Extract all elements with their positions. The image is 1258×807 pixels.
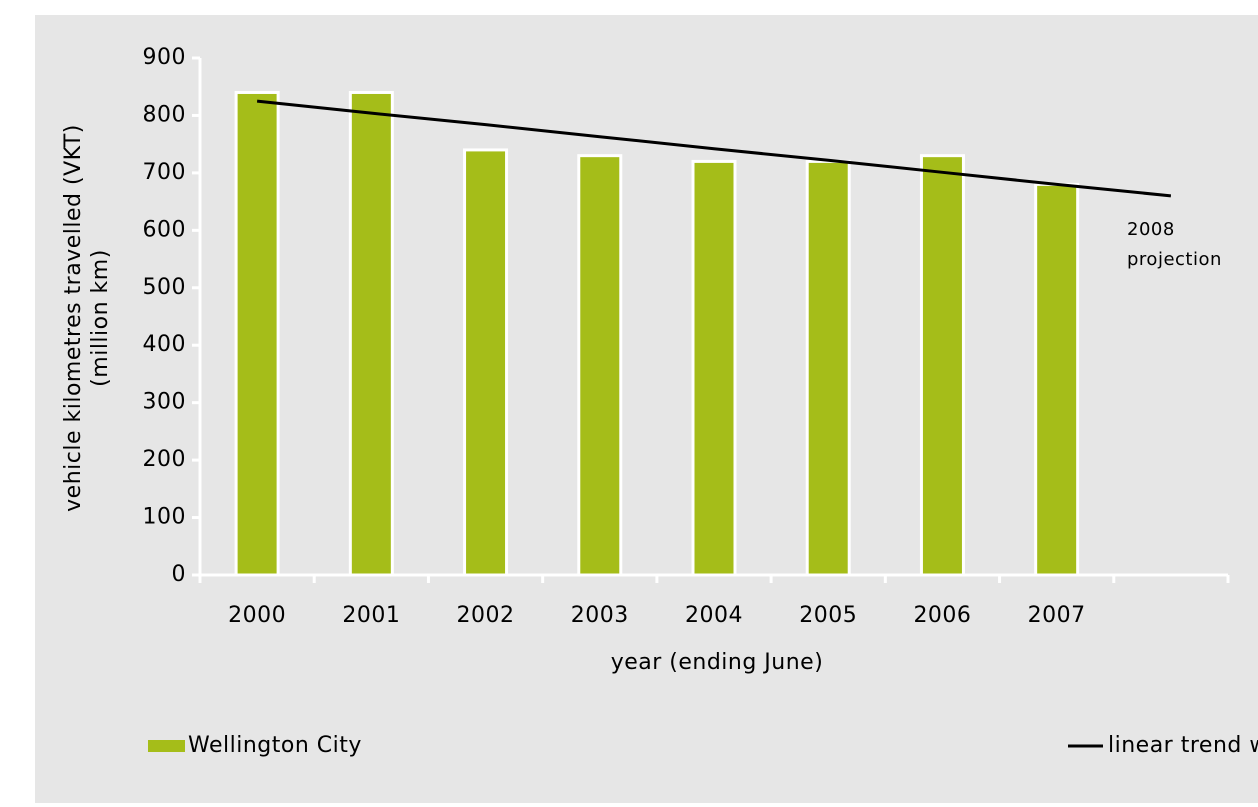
- x-tick-label: 2004: [685, 603, 743, 628]
- x-tick-label: 2007: [1028, 603, 1086, 628]
- y-tick-label: 200: [143, 447, 187, 472]
- bar: [463, 148, 509, 577]
- y-axis-label: vehicle kilometres travelled (VKT): [61, 124, 86, 512]
- legend-label: Wellington City: [188, 733, 362, 758]
- x-tick-label: 2002: [457, 603, 515, 628]
- x-tick-label: 2006: [913, 603, 971, 628]
- bar: [577, 154, 623, 577]
- y-tick-label: 0: [172, 562, 187, 587]
- x-tick-label: 2001: [342, 603, 400, 628]
- x-axis-label: year (ending June): [611, 650, 824, 675]
- x-tick-label: 2000: [228, 603, 286, 628]
- y-axis-label: (million km): [88, 249, 113, 387]
- y-tick-label: 100: [143, 505, 187, 530]
- bar: [348, 90, 394, 577]
- bar: [691, 159, 737, 577]
- x-tick-label: 2003: [571, 603, 629, 628]
- bar: [919, 154, 965, 577]
- y-tick-label: 300: [143, 390, 187, 415]
- bar: [805, 159, 851, 577]
- y-tick-label: 700: [143, 160, 187, 185]
- y-tick-label: 400: [143, 332, 187, 357]
- legend-label: linear trend with projection: [1108, 733, 1258, 758]
- y-tick-label: 600: [143, 217, 187, 242]
- legend-swatch: [148, 740, 185, 752]
- y-tick-label: 800: [143, 102, 187, 127]
- y-tick-label: 900: [143, 45, 187, 70]
- annotation: 2008: [1127, 219, 1175, 240]
- y-tick-label: 500: [143, 275, 187, 300]
- bar: [1034, 182, 1080, 577]
- annotation: projection: [1127, 249, 1222, 270]
- x-tick-label: 2005: [799, 603, 857, 628]
- bar: [234, 90, 280, 577]
- trend-line: [256, 99, 1172, 198]
